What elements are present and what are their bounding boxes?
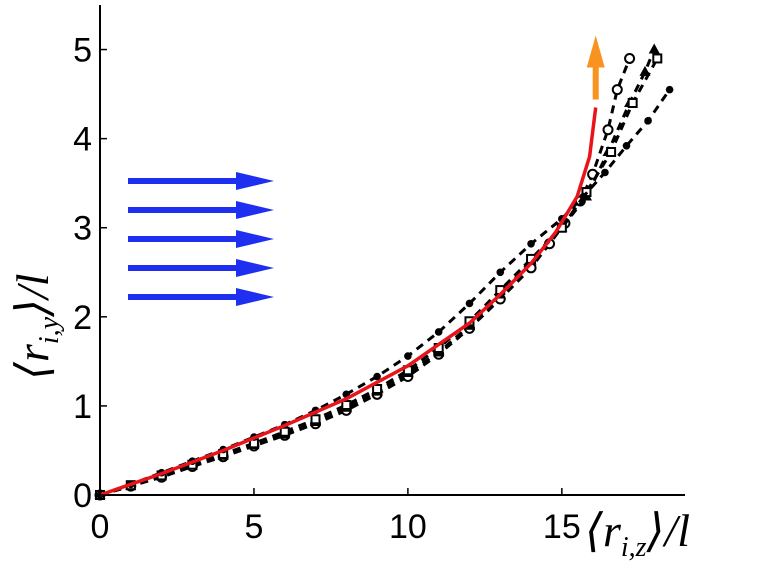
series-4-point-16 — [579, 192, 588, 201]
series-1 — [94, 52, 636, 501]
series-layer — [94, 43, 674, 501]
flow-arrows — [128, 172, 274, 306]
series-2-line — [99, 48, 656, 497]
series-2-point-20 — [648, 43, 660, 54]
series-4-point-13 — [496, 268, 505, 277]
flow-arrow-2 — [128, 201, 274, 219]
tip-arrow — [586, 35, 605, 100]
tip-arrow-head — [586, 35, 605, 68]
series-4-point-18 — [622, 141, 631, 150]
series-1-point-19 — [602, 124, 614, 136]
y-tick-label-1: 1 — [73, 388, 92, 426]
series-2 — [94, 43, 660, 499]
series-4-line — [99, 88, 671, 497]
x-tick-label-3: 15 — [543, 508, 581, 546]
series-3-point-18 — [627, 98, 638, 108]
x-tick-label-0: 0 — [91, 508, 110, 546]
y-tick-label-2: 2 — [73, 299, 92, 337]
y-axis-label: ⟨ri,y⟩/l — [7, 273, 65, 380]
series-1-point-20 — [611, 84, 623, 96]
series-4-point-12 — [465, 299, 474, 308]
flow-arrow-4 — [128, 259, 274, 277]
series-4 — [96, 85, 674, 499]
ticks-layer: 0 5 10 15 0 1 2 3 4 5 — [73, 32, 581, 546]
series-0 — [99, 107, 598, 497]
y-tick-label-4: 4 — [73, 121, 92, 159]
y-tick-label-3: 3 — [73, 210, 92, 248]
flow-arrow-5 — [128, 288, 274, 306]
series-4-point-20 — [665, 85, 674, 94]
series-4-point-17 — [601, 168, 609, 177]
series-3-point-6 — [279, 426, 290, 437]
series-3 — [95, 53, 663, 500]
series-0-line — [99, 107, 598, 497]
series-3-point-8 — [341, 400, 352, 411]
y-tick-label-5: 5 — [73, 32, 92, 70]
series-3-point-17 — [606, 147, 617, 157]
series-1-line — [99, 57, 631, 497]
x-tick-label-2: 10 — [389, 508, 427, 546]
plot-area — [99, 5, 685, 496]
flow-arrow-3 — [128, 230, 274, 248]
series-3-line — [99, 57, 659, 497]
series-4-point-19 — [644, 117, 652, 125]
flow-arrow-1 — [128, 172, 274, 190]
series-4-point-14 — [527, 239, 535, 248]
y-tick-label-0: 0 — [73, 477, 92, 515]
series-3-point-19 — [652, 53, 663, 64]
series-3-point-7 — [310, 414, 321, 425]
series-1-point-21 — [624, 52, 636, 64]
series-4-point-11 — [434, 328, 443, 336]
series-4-point-9 — [373, 372, 381, 381]
x-tick-label-1: 5 — [244, 508, 263, 546]
x-axis-label: ⟨ri,z⟩/l — [585, 505, 690, 561]
series-3-point-9 — [372, 383, 383, 394]
series-4-point-10 — [404, 352, 412, 360]
